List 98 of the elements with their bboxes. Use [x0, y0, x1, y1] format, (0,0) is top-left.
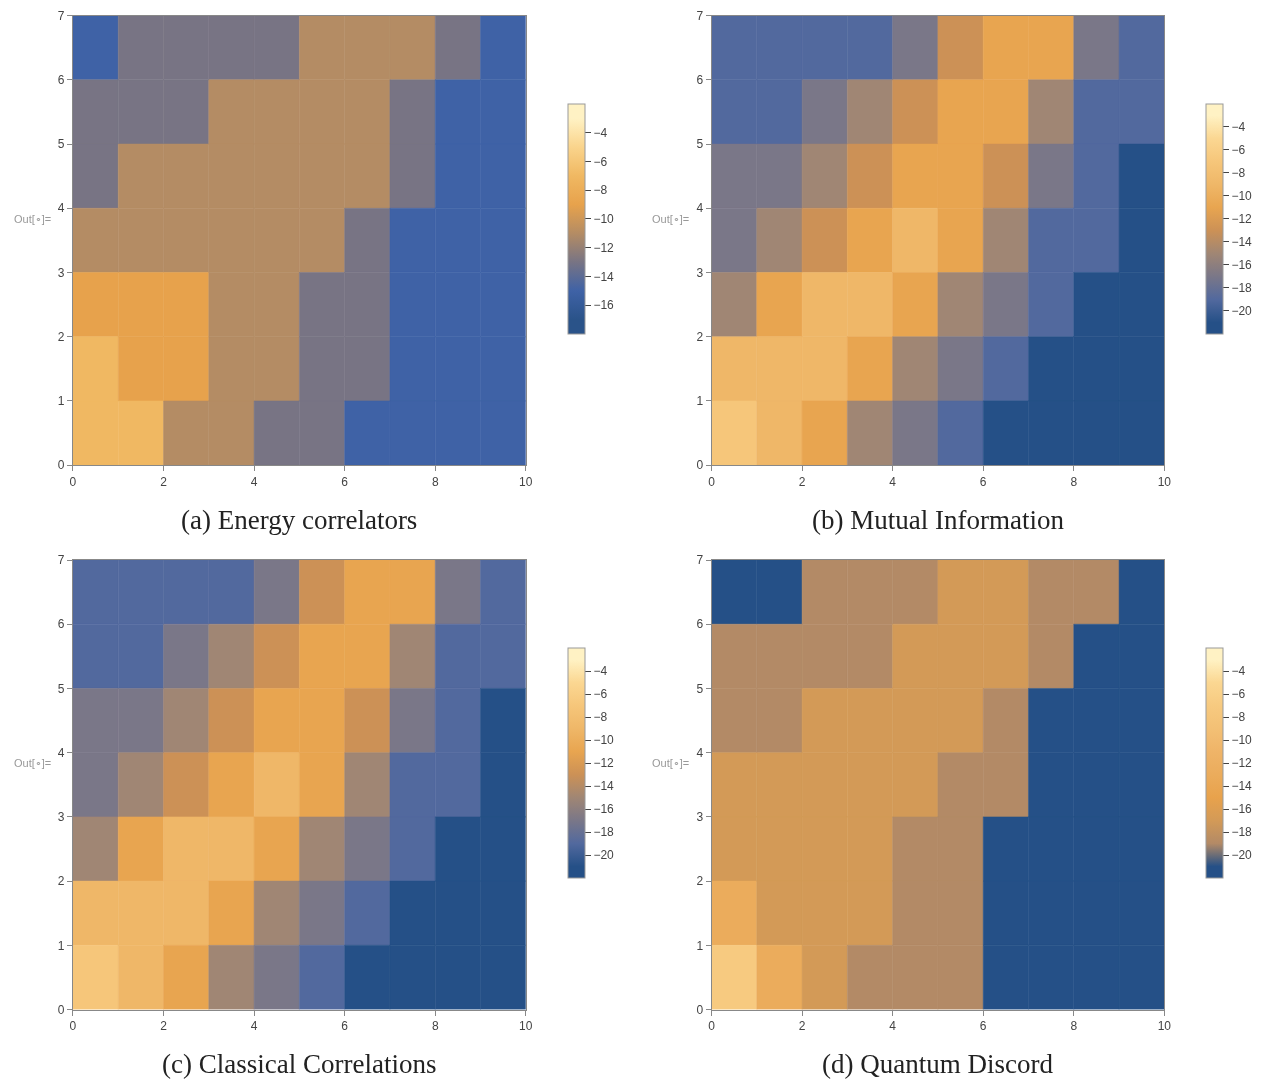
text: Out[∘]= [652, 213, 690, 225]
y-tick-label: 5 [57, 137, 65, 152]
color-bar-label: −14 [1231, 235, 1253, 250]
y-tick-label: 7 [696, 8, 704, 23]
x-tick-label: 10 [519, 1018, 533, 1033]
x-tick-label: 8 [1070, 474, 1078, 489]
color-bar-label: −10 [1231, 733, 1253, 748]
y-tick-label: 0 [696, 458, 704, 473]
y-tick-label: 2 [696, 874, 704, 889]
y-tick-label: 6 [57, 617, 65, 632]
color-bar-label: −16 [1231, 258, 1253, 273]
color-bar-label: −4 [1231, 664, 1246, 679]
y-tick-label: 4 [696, 745, 704, 760]
color-bar-label: −18 [593, 825, 615, 840]
color-bar-label: −20 [1231, 848, 1253, 863]
color-bar-label: −20 [1231, 304, 1253, 319]
y-tick-label: 7 [57, 8, 65, 23]
color-bar-label: −14 [593, 779, 615, 794]
color-bar-label: −10 [1231, 189, 1253, 204]
y-tick-label: 3 [57, 810, 65, 825]
color-bar-label: −12 [1231, 756, 1253, 771]
color-bar-label: −14 [1231, 779, 1253, 794]
x-tick-label: 4 [250, 474, 258, 489]
x-tick-label: 2 [798, 474, 806, 489]
text: (d) Quantum Discord [822, 1049, 1054, 1079]
x-tick-label: 4 [250, 1018, 258, 1033]
text: Out[∘]= [652, 757, 690, 769]
y-tick-label: 2 [696, 329, 704, 344]
y-tick-label: 2 [57, 329, 65, 344]
color-bar-label: −8 [1231, 710, 1246, 725]
y-tick-label: 5 [57, 681, 65, 696]
color-bar-label: −8 [593, 183, 608, 198]
y-tick-label: 4 [696, 201, 704, 216]
y-tick-label: 0 [57, 458, 65, 473]
y-tick-label: 1 [57, 394, 65, 409]
x-tick-label: 2 [160, 474, 168, 489]
x-tick-label: 0 [69, 1018, 77, 1033]
color-bar-label: −6 [1231, 143, 1246, 158]
x-tick-label: 10 [519, 474, 533, 489]
y-tick-label: 5 [696, 681, 704, 696]
y-tick-label: 3 [696, 265, 704, 280]
y-tick-label: 0 [696, 1002, 704, 1017]
color-bar-label: −18 [1231, 281, 1253, 296]
y-tick-label: 2 [57, 874, 65, 889]
y-tick-label: 3 [696, 810, 704, 825]
color-bar-label: −4 [593, 125, 608, 140]
x-tick-label: 0 [69, 474, 77, 489]
y-tick-label: 7 [57, 553, 65, 568]
color-bar-label: −10 [593, 212, 615, 227]
color-bar-label: −4 [1231, 120, 1246, 135]
x-tick-label: 2 [160, 1018, 168, 1033]
x-tick-label: 2 [798, 1018, 806, 1033]
y-tick-label: 3 [57, 265, 65, 280]
x-tick-label: 10 [1157, 1018, 1172, 1033]
y-tick-label: 4 [57, 201, 65, 216]
color-bar-label: −16 [593, 298, 615, 313]
x-tick-label: 4 [889, 474, 897, 489]
y-tick-label: 4 [57, 745, 65, 760]
text: (b) Mutual Information [812, 505, 1065, 535]
y-tick-label: 6 [696, 73, 704, 88]
text: (a) Energy correlators [181, 505, 418, 535]
x-tick-label: 8 [431, 474, 439, 489]
color-bar-label: −4 [593, 664, 608, 679]
color-bar-label: −8 [593, 710, 608, 725]
color-bar-label: −12 [593, 756, 615, 771]
x-tick-label: 4 [889, 1018, 897, 1033]
color-bar-label: −6 [1231, 687, 1246, 702]
text: Out[∘]= [14, 213, 52, 225]
x-tick-label: 0 [708, 1018, 716, 1033]
y-tick-label: 0 [57, 1002, 65, 1017]
x-tick-label: 6 [341, 474, 349, 489]
y-tick-label: 5 [696, 137, 704, 152]
x-tick-label: 8 [431, 1018, 439, 1033]
y-tick-label: 1 [696, 938, 704, 953]
color-bar-label: −18 [1231, 825, 1253, 840]
y-tick-label: 6 [696, 617, 704, 632]
color-bar-label: −12 [593, 240, 615, 255]
y-tick-label: 7 [696, 553, 704, 568]
color-bar-label: −10 [593, 733, 615, 748]
x-tick-label: 6 [979, 1018, 987, 1033]
y-tick-label: 1 [696, 394, 704, 409]
color-bar-label: −6 [593, 687, 608, 702]
y-tick-label: 6 [57, 73, 65, 88]
y-tick-label: 1 [57, 938, 65, 953]
x-tick-label: 10 [1157, 474, 1172, 489]
color-bar-label: −20 [593, 848, 615, 863]
color-bar-label: −14 [593, 269, 615, 284]
text: (c) Classical Correlations [162, 1049, 437, 1079]
color-bar-label: −16 [1231, 802, 1253, 817]
x-tick-label: 8 [1070, 1018, 1078, 1033]
text: Out[∘]= [14, 757, 52, 769]
x-tick-label: 6 [341, 1018, 349, 1033]
color-bar-label: −12 [1231, 212, 1253, 227]
color-bar-label: −6 [593, 154, 608, 169]
x-tick-label: 6 [979, 474, 987, 489]
color-bar-label: −16 [593, 802, 615, 817]
x-tick-label: 0 [708, 474, 716, 489]
color-bar-label: −8 [1231, 166, 1246, 181]
